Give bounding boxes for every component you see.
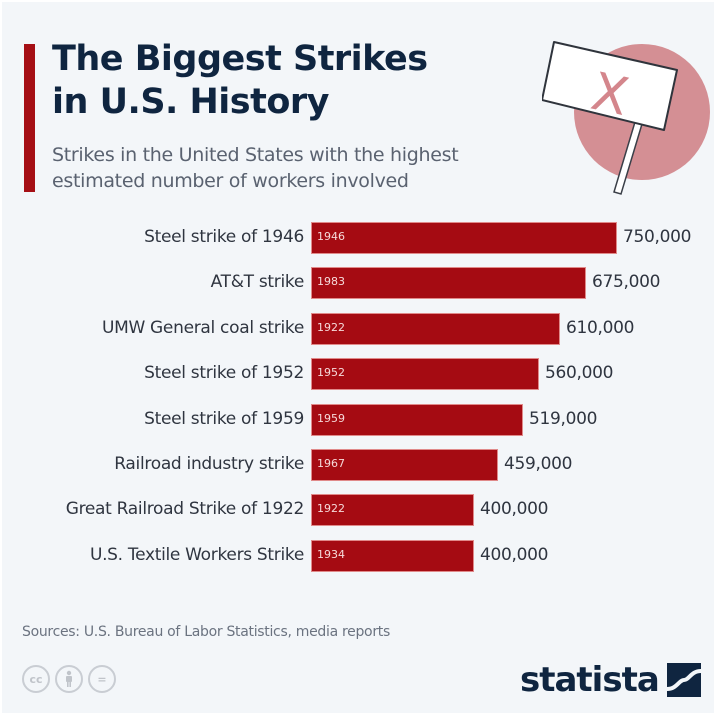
category-label: UMW General coal strike	[101, 317, 304, 338]
infographic-frame: The Biggest Strikes in U.S. History Stri…	[2, 2, 714, 713]
category-label: AT&T strike	[210, 272, 305, 293]
bar: 1922	[311, 494, 474, 527]
subtitle-line-1: Strikes in the United States with the hi…	[52, 144, 459, 166]
bar-year-label: 1922	[317, 502, 345, 516]
nd-text: =	[97, 672, 107, 686]
value-label: 750,000	[623, 227, 692, 247]
category-label: U.S. Textile Workers Strike	[89, 544, 304, 565]
bar: 1946	[311, 222, 617, 254]
bar-year-label: 1967	[317, 457, 345, 470]
category-label: Steel strike of 1952	[144, 363, 304, 384]
bar: 1983	[311, 267, 586, 300]
bar-year-label: 1952	[317, 366, 345, 380]
sources-note: Sources: U.S. Bureau of Labor Statistics…	[22, 624, 390, 640]
title-accent-bar	[24, 44, 35, 192]
category-label: Railroad industry strike	[114, 454, 304, 474]
bar-year-label: 1934	[317, 547, 345, 561]
bar: 1952	[311, 358, 539, 391]
bar: 1934	[311, 539, 474, 572]
value-label: 675,000	[592, 272, 661, 293]
no-derivatives-icon[interactable]: =	[88, 665, 116, 693]
value-label: 400,000	[480, 499, 549, 520]
creative-commons-icon[interactable]: cc	[22, 665, 50, 693]
cc-text: cc	[29, 672, 43, 686]
sign-board	[542, 41, 678, 131]
title-line-1: The Biggest Strikes	[52, 39, 428, 79]
value-label: 400,000	[480, 544, 549, 565]
bar: 1922	[311, 312, 560, 345]
subtitle: Strikes in the United States with the hi…	[52, 142, 459, 194]
bar-year-label: 1922	[317, 320, 345, 334]
category-label: Great Railroad Strike of 1922	[65, 499, 305, 520]
protest-sign-icon: X	[542, 41, 710, 195]
statista-logo[interactable]: statista	[520, 662, 701, 698]
bar-year-label: 1946	[317, 230, 345, 243]
bar: 1959	[311, 403, 523, 436]
value-label: 560,000	[545, 363, 614, 384]
logo-text: statista	[520, 660, 660, 700]
attribution-person-icon[interactable]	[55, 665, 83, 693]
bar: 1967	[311, 449, 498, 481]
value-label: 459,000	[504, 454, 573, 474]
license-icons: cc =	[22, 665, 116, 693]
bar-chart: Steel strike of 1946 1946 750,000 AT&T stri…	[2, 2, 720, 602]
statista-mark-icon	[666, 663, 701, 697]
value-label: 519,000	[529, 408, 598, 429]
person-icon	[66, 670, 72, 687]
page-title: The Biggest Strikes in U.S. History	[52, 38, 428, 124]
value-label: 610,000	[566, 317, 635, 338]
bar-year-label: 1983	[317, 275, 345, 289]
bar-year-label: 1959	[317, 411, 345, 425]
subtitle-line-2: estimated number of workers involved	[52, 170, 409, 192]
category-label: Steel strike of 1946	[144, 227, 304, 247]
title-line-2: in U.S. History	[52, 82, 329, 122]
category-label: Steel strike of 1959	[144, 408, 304, 429]
